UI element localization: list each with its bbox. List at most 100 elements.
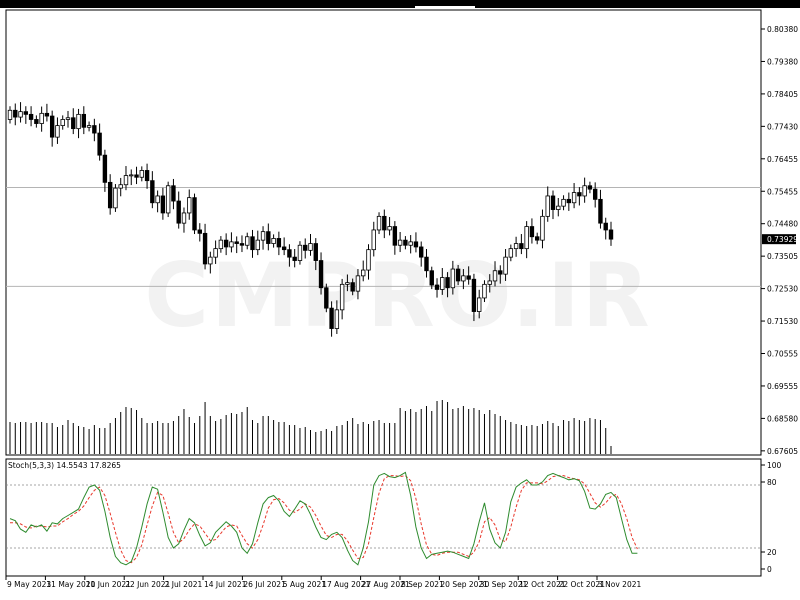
candle-body	[107, 181, 113, 209]
candle-body	[434, 284, 440, 290]
candle-body	[76, 113, 81, 130]
candle-body	[329, 307, 334, 329]
stoch-label: Stoch(5,3,3) 14.5543 17.8265	[8, 461, 121, 470]
candle-body	[308, 243, 313, 251]
candle-body	[102, 154, 108, 183]
candle-body	[556, 205, 561, 210]
candle-body	[129, 174, 134, 177]
date-tick-label: 10 Jun 2021	[86, 580, 131, 589]
candle-body	[371, 229, 376, 251]
candle-body	[181, 212, 187, 224]
candle-body	[324, 287, 329, 309]
candle-body	[592, 188, 598, 200]
candle-body	[529, 226, 535, 238]
candle-body	[498, 270, 503, 275]
candle-body	[144, 170, 150, 182]
candle-body	[239, 243, 245, 246]
price-tick-label: 0.79380	[767, 57, 798, 66]
stoch-tick-label: 0	[767, 565, 772, 574]
candle-body	[419, 246, 424, 258]
price-tick-label: 0.75455	[767, 187, 798, 196]
date-tick-label: 30 Sep 2021	[480, 580, 528, 589]
price-tick-label: 0.73505	[767, 252, 798, 261]
candle-body	[297, 244, 303, 261]
candle-body	[450, 268, 456, 289]
candle-body	[260, 231, 266, 241]
candle-body	[255, 239, 260, 251]
candle-body	[440, 277, 445, 290]
candle-body	[7, 109, 13, 120]
candle-body	[603, 222, 608, 231]
candle-body	[598, 198, 603, 224]
candle-body	[350, 282, 355, 292]
candle-body	[582, 185, 587, 197]
candle-body	[382, 215, 387, 231]
candle-body	[213, 248, 218, 258]
candle-body	[292, 256, 297, 261]
candle-body	[413, 241, 419, 248]
candle-body	[287, 249, 292, 258]
candle-body	[28, 113, 34, 120]
candle-body	[13, 109, 18, 118]
date-tick-label: 5 Aug 2021	[283, 580, 326, 589]
stoch-tick-label: 20	[767, 548, 777, 557]
candle-body	[392, 226, 398, 246]
candle-body	[60, 119, 65, 126]
candle-body	[271, 238, 276, 244]
window-tab[interactable]	[415, 6, 475, 8]
candle-body	[313, 243, 318, 261]
price-tick-label: 0.67605	[767, 447, 798, 456]
candle-body	[397, 239, 403, 246]
candle-body	[208, 256, 213, 265]
stoch-tick-label: 100	[767, 461, 782, 470]
candle-body	[508, 248, 514, 258]
watermark: CMPRO.IR	[144, 244, 651, 347]
candle-body	[445, 277, 450, 289]
candle-body	[34, 119, 39, 124]
date-tick-label: 14 Jul 2021	[204, 580, 247, 589]
candle-body	[171, 185, 176, 202]
candle-body	[55, 125, 60, 138]
candle-body	[339, 283, 345, 311]
candle-body	[281, 246, 287, 251]
candle-body	[123, 175, 129, 186]
candle-body	[608, 229, 614, 240]
candle-body	[92, 125, 97, 134]
candle-body	[197, 229, 202, 234]
candle-body	[461, 275, 466, 282]
price-tick-label: 0.78405	[767, 90, 798, 99]
candle-body	[345, 282, 350, 285]
price-tick-label: 0.72530	[767, 285, 798, 294]
candle-body	[477, 297, 482, 312]
candle-body	[455, 268, 461, 282]
candle-body	[587, 185, 593, 190]
candle-body	[176, 200, 181, 224]
candle-body	[550, 195, 556, 210]
date-tick-label: 17 Aug 2021	[322, 580, 370, 589]
candle-body	[429, 270, 434, 286]
candle-body	[150, 180, 155, 204]
candle-body	[234, 241, 239, 244]
candle-body	[561, 198, 566, 207]
candle-body	[376, 215, 382, 231]
candle-body	[487, 280, 492, 285]
candle-body	[81, 113, 87, 128]
candle-body	[524, 226, 529, 250]
candle-body	[218, 239, 224, 250]
candle-body	[482, 283, 487, 299]
candle-body	[160, 195, 166, 214]
current-price-label: 0.73929	[767, 235, 798, 244]
candle-body	[303, 244, 308, 251]
current-price-box	[762, 234, 796, 245]
candle-body	[519, 243, 524, 250]
candle-body	[566, 198, 572, 204]
price-tick-label: 0.74480	[767, 220, 798, 229]
date-tick-label: 22 Jun 2021	[125, 580, 170, 589]
candle-body	[466, 275, 471, 280]
candle-body	[113, 187, 118, 209]
candle-body	[155, 195, 160, 204]
candle-body	[534, 236, 540, 241]
candle-body	[266, 231, 271, 244]
stoch-signal-line	[10, 475, 638, 564]
